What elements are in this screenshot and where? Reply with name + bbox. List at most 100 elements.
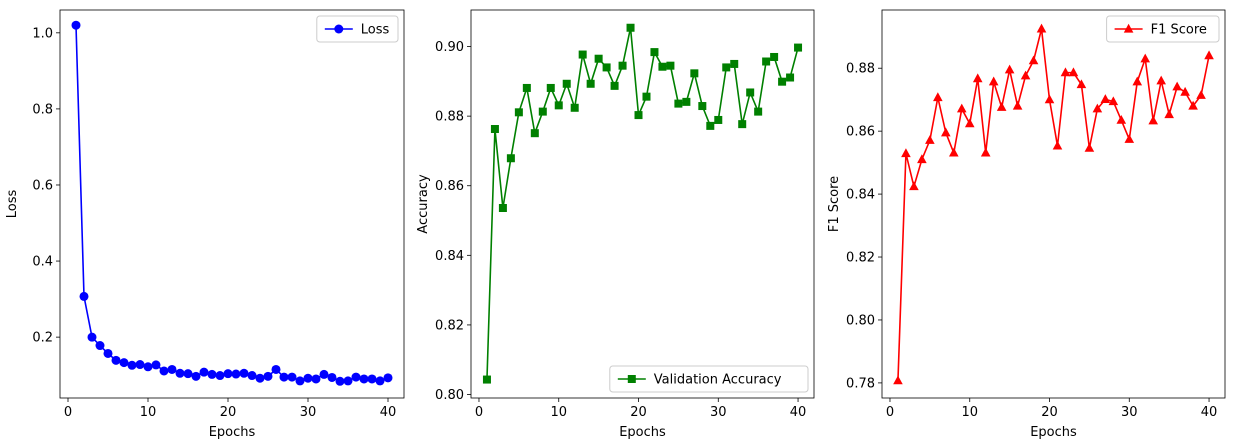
x-tick-label: 20 <box>220 405 237 420</box>
data-point <box>1140 53 1151 63</box>
data-point <box>1156 75 1166 85</box>
x-axis-label: Epochs <box>619 425 666 440</box>
data-point <box>319 369 329 379</box>
legend-label: F1 Score <box>1151 23 1207 38</box>
data-point <box>794 43 803 52</box>
data-point <box>295 376 305 386</box>
x-tick-label: 40 <box>1201 405 1218 420</box>
data-point <box>514 108 523 117</box>
data-point <box>1180 86 1190 96</box>
data-point <box>1172 81 1182 91</box>
data-point <box>972 73 983 83</box>
data-point <box>996 102 1007 111</box>
data-point <box>159 366 169 376</box>
data-point <box>482 375 491 384</box>
y-axis-label: F1 Score <box>827 176 842 232</box>
data-point <box>762 57 771 66</box>
data-point <box>1204 50 1214 60</box>
y-tick-label: 1.0 <box>32 26 53 41</box>
y-tick-label: 0.78 <box>846 376 875 391</box>
data-point <box>570 103 579 112</box>
x-tick-label: 20 <box>630 405 647 420</box>
x-tick-label: 0 <box>64 405 72 420</box>
y-tick-label: 0.80 <box>435 388 464 403</box>
data-point <box>1124 134 1135 143</box>
data-point <box>303 373 313 383</box>
data-point <box>359 374 369 384</box>
data-point <box>1100 94 1111 103</box>
data-point <box>1188 100 1198 110</box>
subplot-3: 0 10 20 30 40 0.78 0.80 0.82 0.84 0.86 0.88 Epochs F… <box>827 9 1226 440</box>
data-point <box>1108 96 1119 106</box>
data-point <box>271 364 281 374</box>
data-point <box>175 368 185 378</box>
data-point <box>1132 76 1143 86</box>
data-point <box>964 118 975 128</box>
x-tick-label: 0 <box>475 405 483 420</box>
legend-box <box>609 365 809 393</box>
data-point <box>893 375 903 385</box>
data-point <box>578 50 587 59</box>
data-point <box>778 77 787 86</box>
data-point <box>666 61 675 70</box>
data-point <box>642 92 651 101</box>
y-tick-label: 0.88 <box>435 110 464 125</box>
data-point <box>1084 142 1095 152</box>
x-tick-label: 10 <box>140 405 157 420</box>
data-point <box>1036 23 1047 33</box>
data-point <box>311 374 321 384</box>
data-point <box>1196 90 1206 99</box>
data-point <box>239 368 249 378</box>
data-point <box>1148 115 1159 125</box>
y-axis-label: Accuracy <box>416 174 431 234</box>
data-point <box>562 79 571 88</box>
data-point <box>135 360 145 370</box>
y-tick-label: 0.84 <box>435 249 464 264</box>
data-point <box>610 81 619 90</box>
data-point <box>223 369 233 379</box>
data-point <box>327 372 337 382</box>
data-point <box>956 103 967 113</box>
x-tick-label: 30 <box>300 405 317 420</box>
data-point <box>351 372 361 382</box>
data-point <box>948 147 959 157</box>
data-point <box>127 360 137 370</box>
data-point <box>263 371 273 381</box>
x-tick-label: 40 <box>790 405 807 420</box>
series-line <box>897 28 1210 381</box>
data-point <box>917 154 927 164</box>
y-tick-label: 0.8 <box>32 102 53 117</box>
data-point <box>554 101 563 110</box>
data-point <box>87 332 97 342</box>
data-point <box>674 99 683 108</box>
data-point <box>1028 55 1039 65</box>
data-point <box>538 107 547 116</box>
x-tick-label: 20 <box>1041 405 1058 420</box>
data-point <box>730 59 739 68</box>
x-tick-label: 30 <box>1121 405 1138 420</box>
data-point <box>247 371 257 381</box>
data-point <box>375 376 385 386</box>
legend-marker <box>334 24 344 34</box>
data-point <box>746 88 755 97</box>
data-point <box>215 371 225 381</box>
y-tick-label: 0.82 <box>846 251 875 266</box>
x-axis-label: Epochs <box>1030 425 1077 440</box>
data-point <box>1020 70 1031 80</box>
data-point <box>941 127 951 137</box>
data-point <box>383 373 393 383</box>
legend: Loss <box>316 15 399 43</box>
data-point <box>706 121 715 130</box>
data-point <box>925 135 935 144</box>
data-point <box>530 129 539 138</box>
data-point <box>722 63 731 72</box>
data-point <box>754 107 763 116</box>
data-point <box>786 73 795 82</box>
data-point <box>191 371 201 381</box>
data-point <box>343 376 353 386</box>
data-point <box>167 364 177 374</box>
data-point <box>901 148 911 158</box>
data-point <box>770 52 779 61</box>
legend-box <box>1106 15 1220 43</box>
data-point <box>602 63 611 72</box>
